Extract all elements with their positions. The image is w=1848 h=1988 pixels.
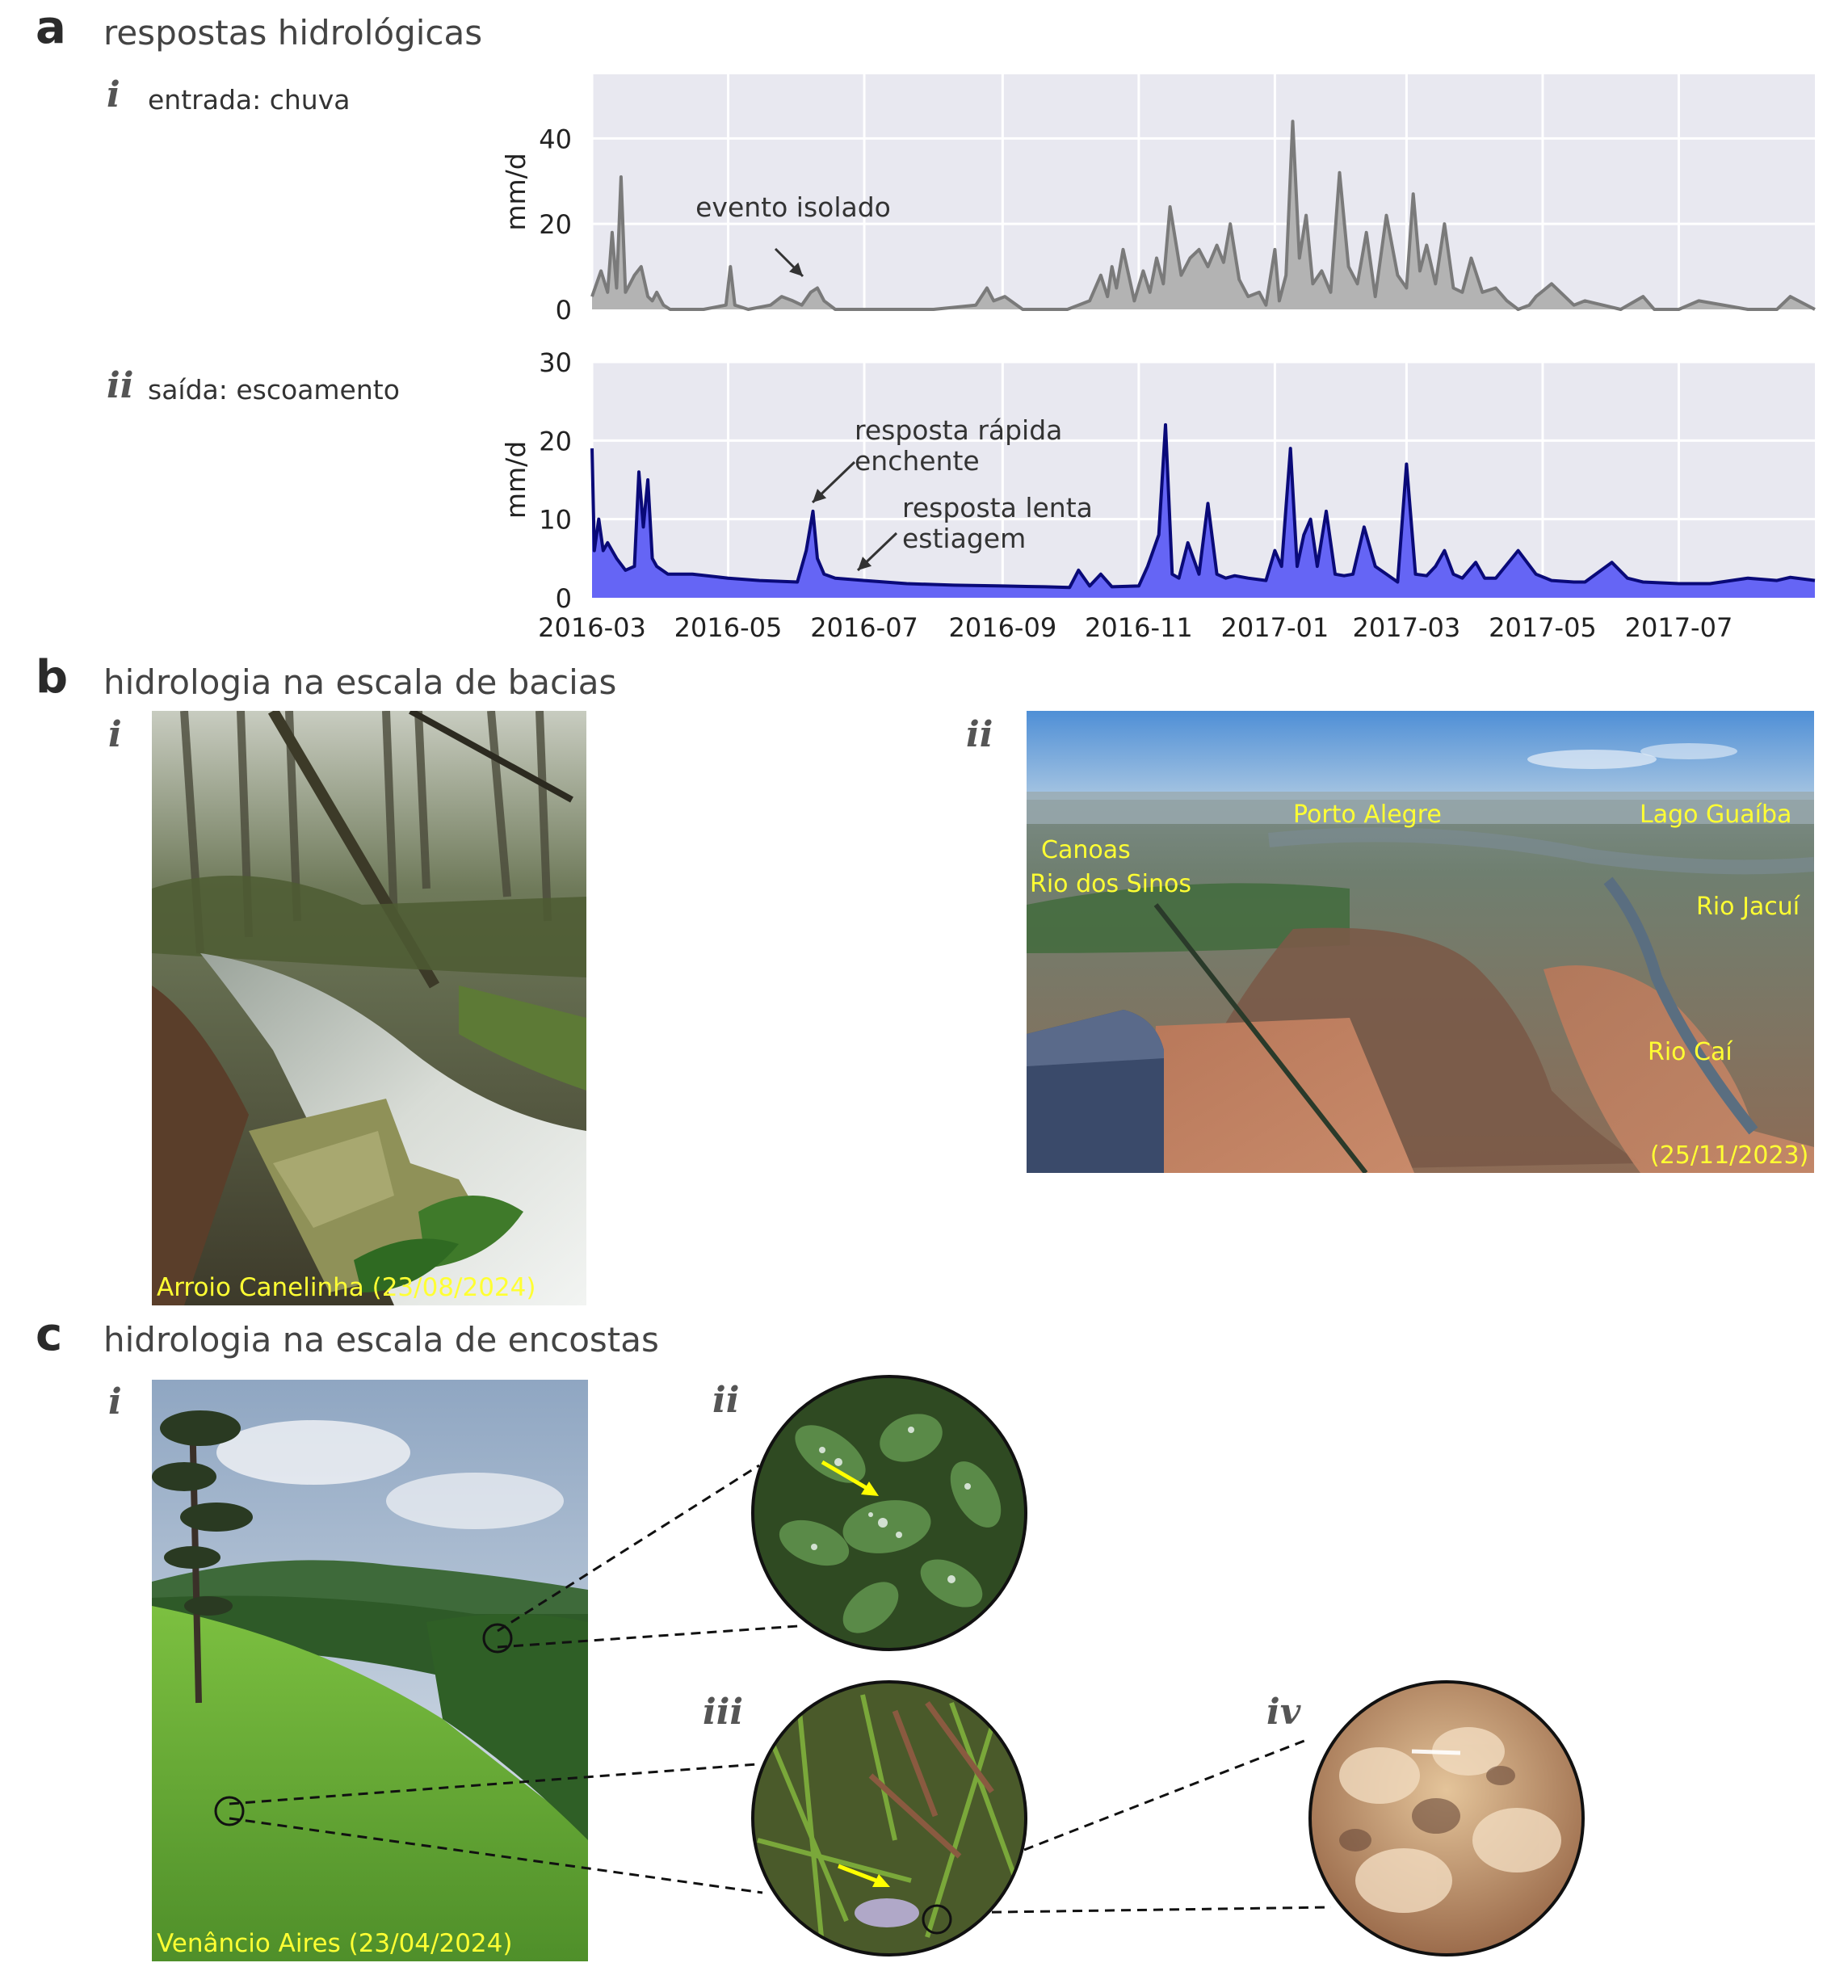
panel-a-letter: a: [36, 2, 66, 54]
y-tick-label: 10: [539, 505, 572, 536]
x-tick-label: 2017-07: [1625, 612, 1733, 643]
y-axis-label: mm/d: [500, 153, 531, 230]
place-porto-alegre: Porto Alegre: [1293, 801, 1442, 829]
stream-photo: Arroio Canelinha (23/08/2024): [152, 711, 586, 1305]
y-tick-label: 20: [539, 426, 572, 456]
place-rio-dos-sinos: Rio dos Sinos: [1030, 870, 1191, 898]
panel-c-i-roman: i: [108, 1381, 122, 1423]
x-axis: 2016-03 2016-05 2016-07 2016-09 2016-11 2017-…: [538, 612, 1732, 643]
panel-a-i-roman: i: [107, 74, 120, 116]
panel-c-ii-roman: ii: [712, 1380, 740, 1421]
hillslope-photo-caption: Venâncio Aires (23/04/2024): [157, 1929, 512, 1958]
panel-c-letter: c: [36, 1309, 63, 1361]
panel-c-title: hidrologia na escala de encostas: [103, 1320, 659, 1360]
place-rio-cai: Rio Caí: [1648, 1038, 1733, 1066]
annotation-arrow-head: [858, 557, 872, 570]
y-tick-label: 30: [539, 347, 572, 378]
y-tick-label: 20: [539, 209, 572, 240]
panel-b-title: hidrologia na escala de bacias: [103, 662, 617, 702]
y-tick-label: 0: [556, 295, 572, 326]
panel-b-i-roman: i: [108, 714, 122, 755]
leaf-droplets-closeup: [750, 1373, 1029, 1653]
x-tick-label: 2016-09: [948, 612, 1056, 643]
panel-c-iv-roman: iv: [1266, 1692, 1301, 1733]
series-line: [590, 120, 1816, 311]
stream-photo-caption: Arroio Canelinha (23/08/2024): [157, 1273, 536, 1302]
panel-a-ii-roman: ii: [107, 365, 134, 406]
panel-a-ii-label: saída: escoamento: [148, 374, 400, 406]
annotation-arrow-head: [813, 489, 827, 502]
x-tick-label: 2016-07: [810, 612, 918, 643]
annotation-resposta-lenta: resposta lenta: [902, 492, 1093, 523]
annotation-evento-isolado: evento isolado: [695, 191, 891, 223]
hillslope-photo: Venâncio Aires (23/04/2024): [152, 1380, 588, 1961]
x-tick-label: 2017-03: [1353, 612, 1461, 643]
runoff-chart: 0 10 20 30 mm/d: [500, 347, 1816, 614]
x-tick-label: 2016-03: [538, 612, 646, 643]
y-tick-label: 40: [539, 124, 572, 154]
y-axis-label: mm/d: [500, 441, 531, 519]
series-area: [592, 121, 1815, 309]
panel-a-i-label: entrada: chuva: [148, 84, 351, 116]
place-canoas: Canoas: [1041, 836, 1131, 864]
annotation-resposta-rapida: resposta rápida: [855, 414, 1062, 446]
x-tick-label: 2017-05: [1489, 612, 1597, 643]
x-tick-label: 2017-01: [1221, 612, 1329, 643]
grass-water-closeup: [750, 1679, 1029, 1958]
aerial-photo: Porto Alegre Lago Guaíba Canoas Rio dos …: [1027, 711, 1814, 1173]
x-tick-label: 2016-05: [674, 612, 783, 643]
soil-closeup: [1307, 1679, 1586, 1958]
series-line: [590, 422, 1816, 590]
panel-a-title: respostas hidrológicas: [103, 13, 483, 53]
x-tick-label: 2016-11: [1085, 612, 1193, 643]
series-area: [592, 424, 1815, 598]
aerial-photo-date: (25/11/2023): [1650, 1141, 1808, 1170]
place-rio-jacui: Rio Jacuí: [1696, 893, 1801, 921]
place-lago-guaiba: Lago Guaíba: [1640, 801, 1791, 829]
panel-b-ii-roman: ii: [966, 714, 993, 755]
annotation-arrow-head: [789, 263, 803, 276]
panel-b-letter: b: [36, 651, 69, 704]
panel-c-iii-roman: iii: [703, 1692, 744, 1733]
annotation-resposta-lenta: estiagem: [902, 523, 1026, 554]
annotation-resposta-rapida: enchente: [855, 445, 980, 477]
y-tick-label: 0: [556, 583, 572, 614]
